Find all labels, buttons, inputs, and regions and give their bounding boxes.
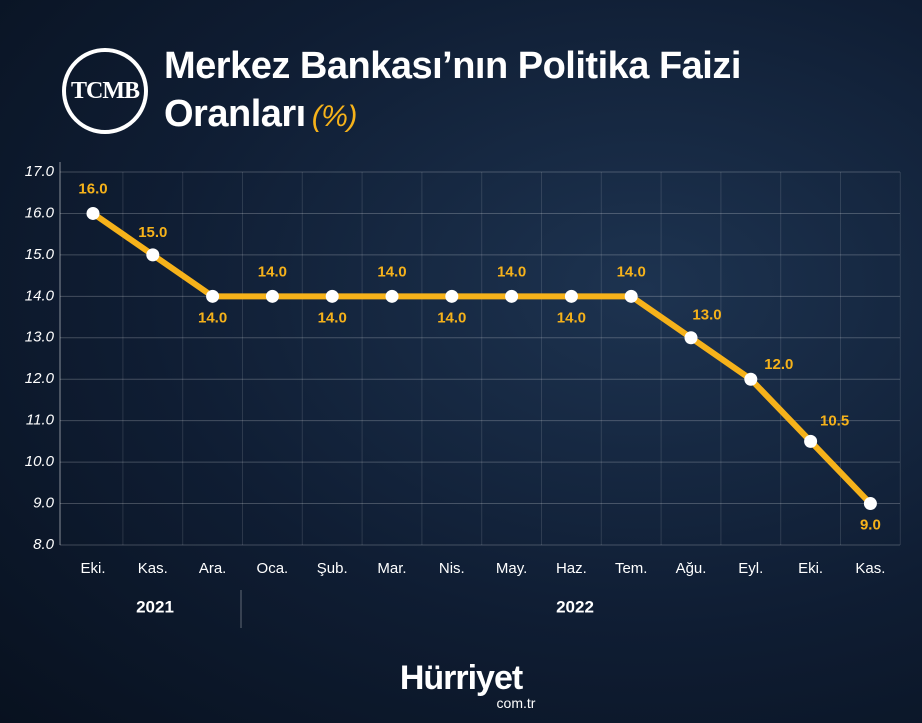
- x-tick-label: Tem.: [615, 560, 648, 577]
- y-tick-label: 13.0: [25, 329, 55, 346]
- x-tick-label: Nis.: [439, 560, 465, 577]
- brand: Hürriyet: [399, 659, 523, 697]
- value-label: 14.0: [557, 309, 586, 326]
- point: [624, 289, 638, 303]
- point: [206, 289, 220, 303]
- year-label: 2021: [136, 597, 174, 616]
- value-label: 14.0: [437, 309, 466, 326]
- point: [385, 289, 399, 303]
- point: [265, 289, 279, 303]
- x-tick-label: Mar.: [377, 560, 406, 577]
- y-tick-label: 9.0: [33, 495, 55, 512]
- x-tick-label: Eki.: [798, 560, 823, 577]
- value-label: 13.0: [692, 307, 721, 324]
- value-label: 14.0: [318, 309, 347, 326]
- x-tick-label: Ağu.: [676, 560, 707, 577]
- year-label: 2022: [556, 597, 594, 616]
- value-label: 14.0: [198, 309, 227, 326]
- point: [804, 434, 818, 448]
- y-tick-label: 15.0: [25, 246, 55, 263]
- point: [684, 331, 698, 345]
- line: [91, 210, 873, 506]
- value-label: 14.0: [258, 263, 287, 280]
- point: [744, 372, 758, 386]
- value-label: 12.0: [764, 356, 793, 373]
- footer: Hürriyet com.tr: [0, 660, 922, 710]
- chart-title: Merkez Bankası’nın Politika Faizi Oranla…: [164, 42, 744, 141]
- y-tick-label: 8.0: [33, 536, 55, 553]
- x-tick-label: Şub.: [317, 560, 348, 577]
- value-label: 14.0: [497, 263, 526, 280]
- value-label: 14.0: [377, 263, 406, 280]
- value-label: 9.0: [860, 517, 881, 534]
- point: [564, 289, 578, 303]
- title-text: Merkez Bankası’nın Politika Faizi Oranla…: [164, 45, 741, 135]
- y-tick-label: 16.0: [25, 204, 55, 221]
- x-tick-label: May.: [496, 560, 527, 577]
- x-tick-label: Kas.: [138, 560, 168, 577]
- x-tick-label: Kas.: [855, 560, 885, 577]
- point: [505, 289, 519, 303]
- y-tick-label: 17.0: [25, 163, 55, 180]
- x-tick-label: Oca.: [257, 560, 289, 577]
- x-tick-label: Haz.: [556, 560, 587, 577]
- value-label: 16.0: [78, 180, 107, 197]
- point: [445, 289, 459, 303]
- header: TCMB Merkez Bankası’nın Politika Faizi O…: [60, 40, 920, 140]
- point: [325, 289, 339, 303]
- point: [146, 248, 160, 262]
- y-tick-label: 10.0: [25, 453, 55, 470]
- title-unit: (%): [311, 100, 358, 133]
- y-tick-label: 14.0: [25, 287, 55, 304]
- value-label: 15.0: [138, 224, 167, 241]
- brand-domain: com.tr: [496, 695, 536, 711]
- y-tick-label: 12.0: [25, 370, 55, 387]
- point: [86, 206, 100, 220]
- logo: TCMB: [62, 48, 148, 134]
- x-tick-label: Eki.: [80, 560, 105, 577]
- y-tick-label: 11.0: [26, 412, 55, 429]
- x-tick-label: Eyl.: [738, 560, 763, 577]
- x-tick-label: Ara.: [199, 560, 227, 577]
- value-label: 14.0: [617, 263, 646, 280]
- point: [863, 497, 877, 511]
- value-label: 10.5: [820, 412, 849, 429]
